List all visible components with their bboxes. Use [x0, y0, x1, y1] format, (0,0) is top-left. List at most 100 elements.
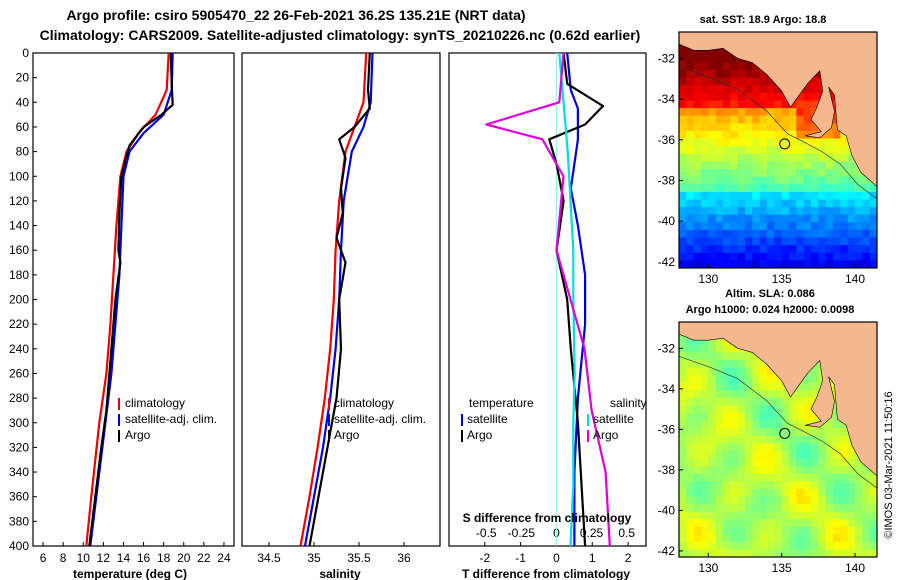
map-cell — [693, 62, 702, 71]
map-cell — [855, 519, 863, 528]
map-cell — [715, 450, 724, 460]
map-cell — [833, 138, 841, 147]
map-cell — [847, 199, 856, 208]
map-cell — [686, 62, 695, 71]
x-tick-label: 14 — [117, 551, 131, 565]
x-tick-label: 20 — [177, 551, 191, 565]
y-tick-label: 280 — [9, 391, 29, 405]
map-cell — [855, 466, 863, 475]
map-cell — [679, 450, 687, 460]
map-cell — [825, 146, 834, 155]
map-cell — [730, 115, 739, 124]
map-cell — [723, 245, 731, 254]
map-cell — [679, 161, 687, 170]
map-cell — [708, 352, 717, 361]
map-cell — [730, 405, 739, 414]
map-cell — [686, 184, 695, 193]
map-cell — [752, 237, 761, 246]
map-cell — [745, 207, 753, 216]
map-cell — [811, 428, 819, 437]
map-cell — [767, 92, 775, 102]
map-cell — [679, 85, 687, 94]
map-x-tick-label: 140 — [845, 561, 865, 575]
map-cell — [723, 541, 731, 551]
map-cell — [730, 443, 739, 452]
map-cell — [759, 458, 768, 467]
map-cell — [825, 428, 834, 437]
map-cell — [781, 214, 790, 223]
map-cell — [803, 390, 812, 399]
map-cell — [693, 450, 702, 460]
map-cell — [730, 108, 739, 117]
map-cell — [693, 108, 702, 117]
map-cell — [686, 115, 695, 124]
map-cell — [781, 222, 790, 231]
map-cell — [686, 54, 695, 64]
map-cell — [803, 443, 812, 452]
map-cell — [730, 435, 739, 444]
map-cell — [767, 138, 775, 147]
map-cell — [767, 130, 775, 140]
map-cell — [723, 390, 731, 399]
map-cell — [774, 526, 783, 535]
map-cell — [730, 428, 739, 437]
map-cell — [737, 92, 746, 102]
map-cell — [752, 92, 761, 102]
map-cell — [759, 108, 768, 117]
map-cell — [745, 229, 753, 239]
map-cell — [730, 390, 739, 399]
map-cell — [759, 367, 768, 376]
map-cell — [781, 435, 790, 444]
map-cell — [796, 260, 805, 268]
map-cell — [796, 252, 805, 261]
map-cell — [847, 488, 856, 497]
map-cell — [723, 70, 731, 79]
map-cell — [840, 146, 849, 155]
map-cell — [701, 222, 709, 231]
x-tick-label: 35 — [307, 551, 321, 565]
map-cell — [708, 184, 717, 193]
map-cell — [752, 359, 761, 369]
map-cell — [686, 222, 695, 231]
map-cell — [855, 237, 863, 246]
map-cell — [708, 397, 717, 406]
map-cell — [759, 146, 768, 155]
map-cell — [752, 169, 761, 178]
map-cell — [818, 237, 827, 246]
map-cell — [847, 169, 856, 178]
map-cell — [723, 458, 731, 467]
map-cell — [745, 519, 753, 528]
map-cell — [796, 412, 805, 422]
map-cell — [840, 176, 849, 185]
map-cell — [759, 130, 768, 140]
map-cell — [781, 390, 790, 399]
y-tick-label: 20 — [16, 71, 30, 85]
map-cell — [730, 199, 739, 208]
map-cell — [774, 184, 783, 193]
map-cell — [789, 153, 797, 163]
legend-label-s-argo: Argo — [593, 428, 619, 442]
map-cell — [767, 77, 775, 86]
map-cell — [745, 359, 753, 369]
map-cell — [679, 435, 687, 444]
map-cell — [686, 252, 695, 261]
map-cell — [686, 549, 695, 557]
y-tick-label: 40 — [16, 95, 30, 109]
series-line-climatology — [299, 53, 368, 546]
map-cell — [752, 108, 761, 117]
map-cell — [759, 481, 768, 490]
map-cell — [818, 245, 827, 254]
map-cell — [767, 466, 775, 475]
map-cell — [774, 420, 783, 429]
map-cell — [730, 458, 739, 467]
map-cell — [811, 169, 819, 178]
map-cell — [759, 420, 768, 429]
map-cell — [774, 176, 783, 185]
map-cell — [825, 260, 834, 268]
map-cell — [855, 458, 863, 467]
map-cell — [708, 222, 717, 231]
map-cell — [752, 541, 761, 551]
map-cell — [745, 488, 753, 497]
map-cell — [803, 473, 812, 482]
map-cell — [796, 466, 805, 475]
